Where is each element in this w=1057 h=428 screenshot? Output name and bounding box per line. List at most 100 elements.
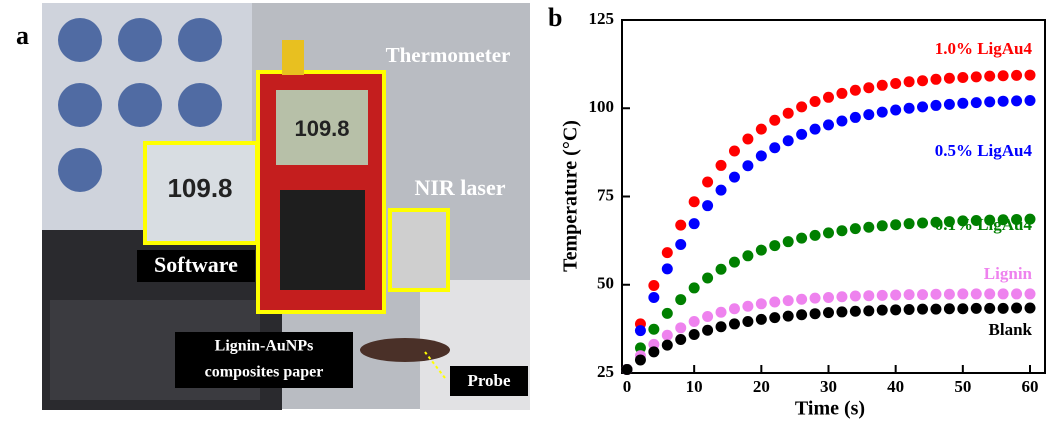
data-point <box>876 79 888 91</box>
data-point <box>728 256 740 268</box>
series-label: 1.0% LigAu4 <box>935 39 1033 58</box>
data-point <box>688 218 700 230</box>
data-point <box>648 323 660 335</box>
data-point <box>876 106 888 118</box>
data-point <box>1024 94 1036 106</box>
data-point <box>648 346 660 358</box>
data-point <box>782 236 794 248</box>
data-point <box>930 99 942 111</box>
data-point <box>755 123 767 135</box>
data-point <box>917 289 929 301</box>
data-point <box>634 325 646 337</box>
photo-label: NIR laser <box>414 175 505 200</box>
data-point <box>984 288 996 300</box>
data-point <box>675 294 687 306</box>
data-point <box>769 312 781 324</box>
data-point <box>890 78 902 90</box>
data-point <box>1024 288 1036 300</box>
data-point <box>728 303 740 315</box>
data-point <box>621 363 633 375</box>
data-point <box>863 82 875 94</box>
data-point <box>849 111 861 123</box>
data-point <box>1024 302 1036 314</box>
data-point <box>876 220 888 232</box>
data-point <box>863 109 875 121</box>
data-point <box>903 102 915 114</box>
data-point <box>634 342 646 354</box>
data-point <box>957 288 969 300</box>
data-point <box>661 329 673 341</box>
data-point <box>917 217 929 229</box>
data-point <box>715 306 727 318</box>
data-point <box>836 291 848 303</box>
data-point <box>917 101 929 113</box>
data-point <box>796 309 808 321</box>
data-point <box>702 324 714 336</box>
y-tick-label: 100 <box>589 97 615 116</box>
data-point <box>702 311 714 323</box>
data-point <box>809 229 821 241</box>
data-point <box>836 306 848 318</box>
data-point <box>715 321 727 333</box>
data-point <box>957 215 969 227</box>
data-point <box>997 302 1009 314</box>
series-label: 0.5% LigAu4 <box>935 141 1033 160</box>
data-point <box>742 315 754 327</box>
data-point <box>742 300 754 312</box>
data-point <box>796 232 808 244</box>
data-point <box>970 97 982 109</box>
data-point <box>688 329 700 341</box>
photo-label: Lignin-AuNPs <box>215 338 314 355</box>
data-point <box>863 305 875 317</box>
data-point <box>769 296 781 308</box>
data-point <box>769 114 781 126</box>
x-axis-title: Time (s) <box>795 398 865 420</box>
data-point <box>890 219 902 231</box>
data-point <box>836 115 848 127</box>
data-point <box>1011 302 1023 314</box>
data-point <box>742 250 754 262</box>
data-point <box>903 289 915 301</box>
data-point <box>823 307 834 319</box>
data-point <box>984 96 996 108</box>
data-point <box>782 310 794 322</box>
data-point <box>742 160 754 172</box>
data-point <box>984 70 996 82</box>
data-point <box>849 305 861 317</box>
data-point <box>836 87 848 99</box>
data-point <box>661 307 673 319</box>
data-point <box>970 302 982 314</box>
data-point <box>876 289 888 301</box>
data-point <box>823 119 834 131</box>
data-point <box>1024 213 1036 225</box>
data-point <box>1011 288 1023 300</box>
data-point <box>836 225 848 237</box>
photo-label: Probe <box>467 371 511 390</box>
data-point <box>755 313 767 325</box>
data-point <box>715 184 727 196</box>
data-point <box>755 150 767 162</box>
data-point <box>997 95 1009 107</box>
data-point <box>903 218 915 230</box>
panel-label: a <box>16 21 29 50</box>
data-point <box>809 96 821 108</box>
data-point <box>970 288 982 300</box>
data-point <box>648 291 660 303</box>
y-tick-label: 50 <box>597 274 614 293</box>
data-point <box>1011 213 1023 225</box>
data-point <box>903 76 915 88</box>
data-point <box>943 216 955 228</box>
data-point <box>769 240 781 252</box>
data-point <box>930 73 942 85</box>
data-point <box>755 244 767 256</box>
data-point <box>984 214 996 226</box>
data-point <box>688 282 700 294</box>
series-label: 0.1% LigAu4 <box>935 215 1033 234</box>
data-point <box>957 72 969 84</box>
data-point <box>823 227 834 239</box>
y-axis-title: Temperature (°C) <box>560 120 582 272</box>
x-tick-label: 60 <box>1022 377 1039 396</box>
data-point <box>970 71 982 83</box>
data-point <box>675 333 687 345</box>
series-label: Blank <box>989 320 1033 339</box>
